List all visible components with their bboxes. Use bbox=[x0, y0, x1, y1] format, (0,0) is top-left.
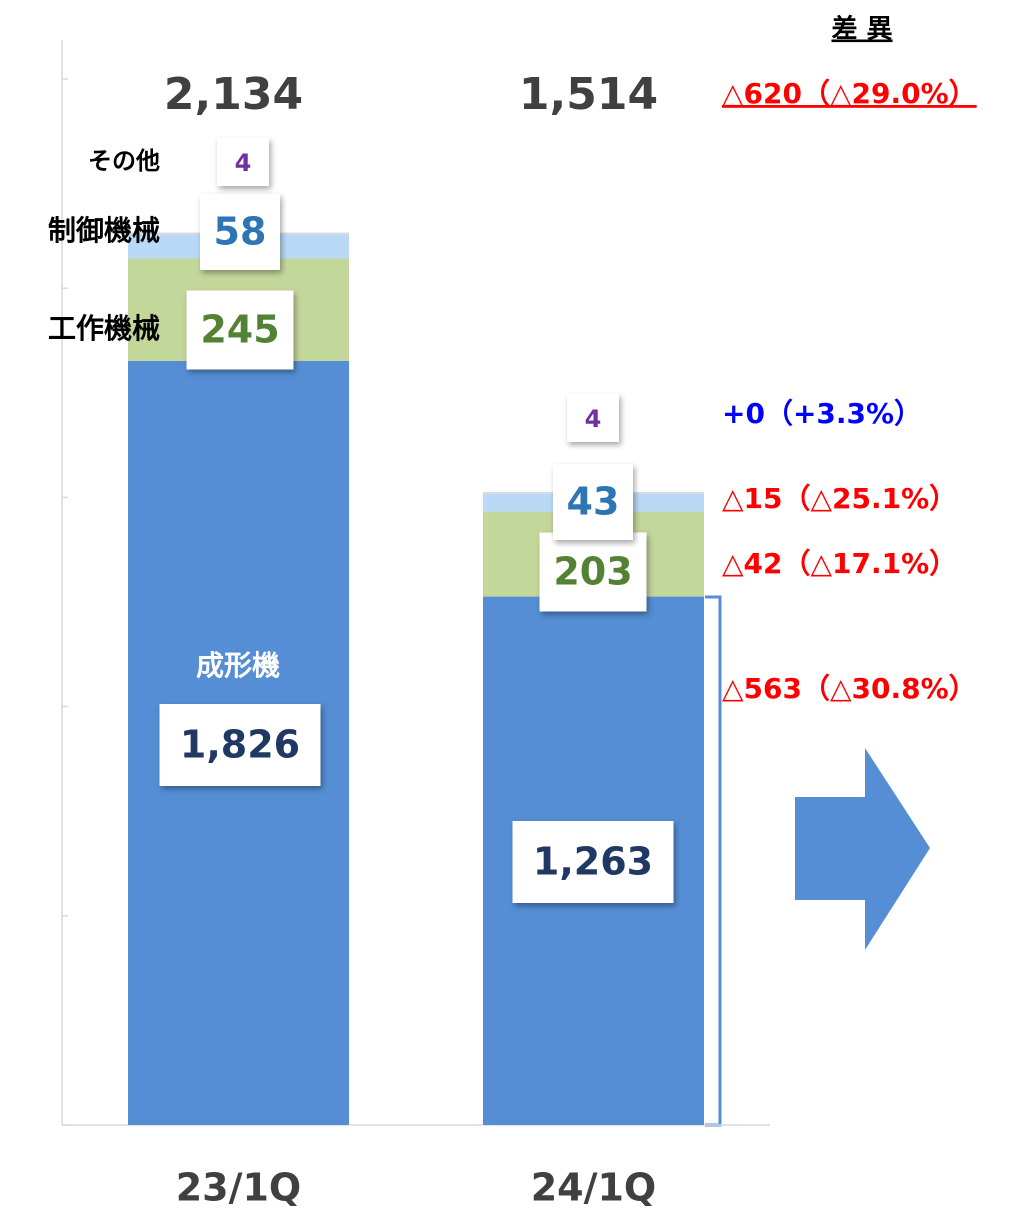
label-box bbox=[186, 290, 294, 370]
change-label: △563（△30.8%） bbox=[722, 672, 977, 705]
label-box bbox=[512, 821, 674, 903]
label-box bbox=[539, 532, 647, 612]
data-label: 245 bbox=[200, 308, 279, 352]
x-tick-label: 23/1Q bbox=[176, 1166, 302, 1208]
change-label: △42（△17.1%） bbox=[722, 547, 957, 580]
series-label: 制御機械 bbox=[48, 214, 160, 247]
x-tick-label: 24/1Q bbox=[531, 1166, 657, 1208]
total-change-label: △620（△29.0%） bbox=[722, 77, 977, 110]
label-box bbox=[159, 704, 321, 786]
label-box bbox=[200, 194, 280, 270]
data-label: 1,826 bbox=[180, 723, 300, 767]
change-label: +0（+3.3%） bbox=[722, 397, 922, 430]
data-label: 1,263 bbox=[533, 840, 653, 884]
label-box bbox=[553, 464, 633, 540]
data-label: 43 bbox=[567, 480, 620, 524]
bracket bbox=[705, 595, 722, 1127]
series-label: 成形機 bbox=[196, 649, 280, 682]
total-label: 1,514 bbox=[519, 69, 658, 120]
data-label: 4 bbox=[235, 149, 252, 177]
total-label: 2,134 bbox=[164, 69, 303, 120]
series-label: 工作機械 bbox=[48, 312, 160, 345]
change-header: 差 異 bbox=[831, 14, 892, 45]
data-label: 58 bbox=[214, 210, 267, 254]
label-box bbox=[567, 394, 619, 442]
arrow bbox=[795, 748, 930, 950]
series-label: その他 bbox=[88, 147, 160, 175]
data-label: 4 bbox=[585, 405, 602, 433]
label-box bbox=[217, 138, 269, 186]
data-label: 203 bbox=[553, 550, 632, 594]
change-label: △15（△25.1%） bbox=[722, 482, 957, 515]
